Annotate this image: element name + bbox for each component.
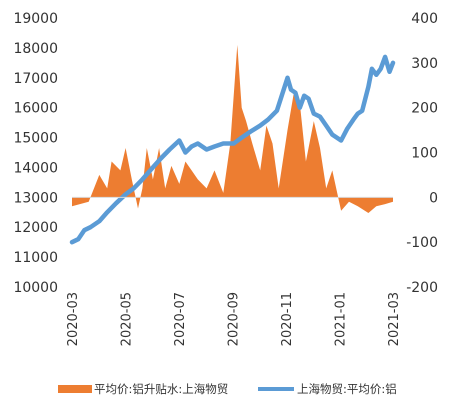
legend-label-premium: 平均价:铝升贴水:上海物贸 — [94, 382, 228, 396]
x-tick-label: 2020-03 — [66, 292, 81, 346]
x-tick-label: 2020-05 — [120, 292, 135, 346]
right-tick-label: 400 — [411, 11, 438, 27]
price-line-layer — [69, 54, 396, 245]
right-tick-label: 100 — [411, 146, 438, 162]
right-axis-tick-labels: -200 -100 0 100 200 300 400 — [406, 11, 438, 296]
right-tick-label: 200 — [411, 101, 438, 117]
left-axis-tick-labels: 10000 11000 12000 13000 14000 15000 16000 17000… — [13, 11, 58, 296]
x-tick-label: 2020-07 — [173, 292, 188, 346]
left-tick-label: 16000 — [13, 101, 58, 117]
right-tick-label: 300 — [411, 56, 438, 72]
left-tick-label: 12000 — [13, 220, 58, 236]
x-tick-label: 2020-11 — [280, 292, 295, 346]
price-line — [69, 54, 396, 245]
right-tick-label: -200 — [406, 280, 438, 296]
legend: 平均价:铝升贴水:上海物贸 上海物贸:平均价:铝 — [58, 382, 397, 396]
x-axis-tick-labels: 2020-03 2020-05 2020-07 2020-09 2020-11 2021-… — [66, 292, 402, 346]
left-tick-label: 19000 — [13, 11, 58, 27]
right-tick-label: -100 — [406, 235, 438, 251]
left-tick-label: 14000 — [13, 160, 58, 176]
legend-label-price: 上海物贸:平均价:铝 — [297, 382, 397, 396]
left-tick-label: 15000 — [13, 131, 58, 147]
x-tick-label: 2021-01 — [334, 292, 349, 346]
left-tick-label: 13000 — [13, 190, 58, 206]
left-tick-label: 11000 — [13, 250, 58, 266]
legend-swatch-premium — [58, 385, 92, 393]
left-tick-label: 10000 — [13, 280, 58, 296]
right-tick-label: 0 — [429, 190, 438, 206]
left-tick-label: 17000 — [13, 71, 58, 87]
x-tick-label: 2021-03 — [387, 292, 402, 346]
x-tick-label: 2020-09 — [227, 292, 242, 346]
premium-area-layer — [72, 44, 393, 214]
premium-area — [72, 44, 393, 214]
left-tick-label: 18000 — [13, 41, 58, 57]
